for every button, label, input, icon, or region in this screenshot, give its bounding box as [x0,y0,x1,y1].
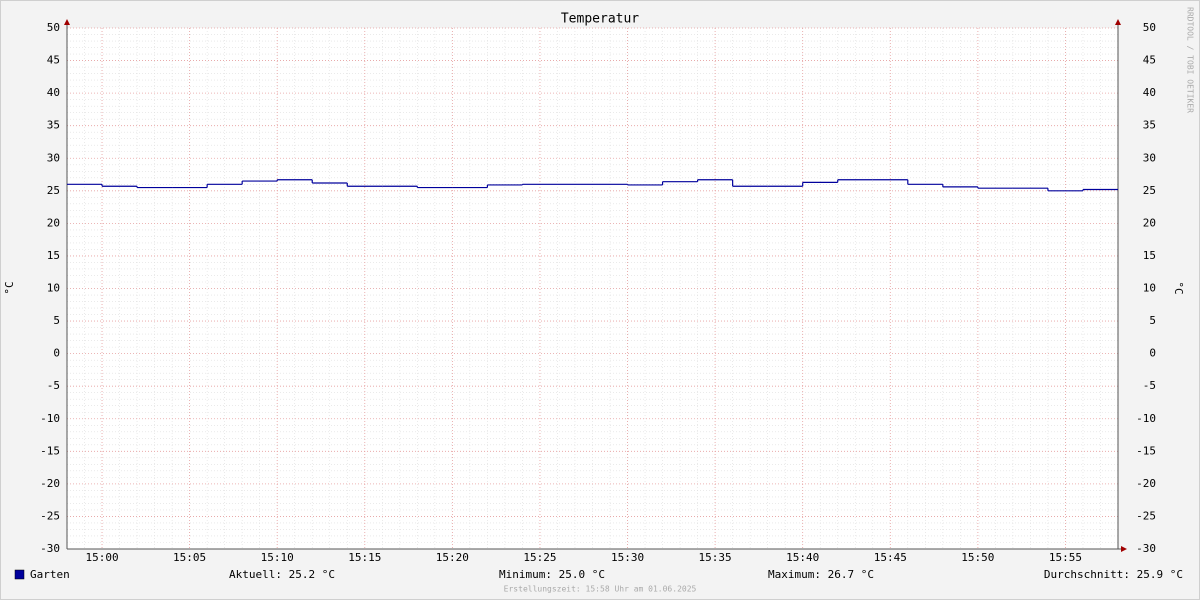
y2-tick-label: -5 [1143,379,1156,392]
y-tick-label: 50 [47,21,60,34]
axis-arrow [1121,546,1127,552]
y2-tick-label: 10 [1143,282,1156,295]
y-tick-label: -10 [40,412,60,425]
x-tick-label: 15:55 [1049,551,1082,564]
x-tick-label: 15:35 [699,551,732,564]
legend-stat: Aktuell: 25.2 °C [229,568,335,581]
y2-tick-label: 40 [1143,86,1156,99]
x-tick-label: 15:05 [173,551,206,564]
x-tick-label: 15:20 [436,551,469,564]
y2-tick-label: 20 [1143,216,1156,229]
y2-axis-label: °C [1172,281,1185,294]
y-tick-label: -25 [40,509,60,522]
y2-tick-label: -30 [1136,542,1156,555]
y-tick-label: 30 [47,151,60,164]
y-tick-label: 25 [47,184,60,197]
y-tick-label: 15 [47,249,60,262]
y2-tick-label: -25 [1136,509,1156,522]
x-tick-label: 15:15 [348,551,381,564]
y2-tick-label: 30 [1143,151,1156,164]
y2-tick-label: 25 [1143,184,1156,197]
chart-title: Temperatur [561,12,639,27]
x-tick-label: 15:50 [961,551,994,564]
x-tick-label: 15:00 [85,551,118,564]
x-tick-label: 15:25 [523,551,556,564]
footer: Erstellungszeit: 15:58 Uhr am 01.06.2025 [504,585,697,594]
axis-arrow [64,19,70,25]
y2-tick-label: 5 [1149,314,1156,327]
legend-stat: Maximum: 26.7 °C [768,568,874,581]
y2-tick-label: -10 [1136,412,1156,425]
y2-tick-label: -20 [1136,477,1156,490]
x-tick-label: 15:10 [261,551,294,564]
y2-tick-label: 0 [1149,347,1156,360]
y-tick-label: 40 [47,86,60,99]
legend-entry: Garten [30,568,70,581]
y-tick-label: 10 [47,282,60,295]
legend-swatch [14,569,25,580]
x-tick-label: 15:40 [786,551,819,564]
x-tick-label: 15:45 [874,551,907,564]
y-tick-label: -30 [40,542,60,555]
legend-stat: Minimum: 25.0 °C [499,568,605,581]
y-tick-label: 35 [47,119,60,132]
axis-arrow [1115,19,1121,25]
y-tick-label: 20 [47,216,60,229]
y-tick-label: 45 [47,54,60,67]
y2-tick-label: 35 [1143,119,1156,132]
y-tick-label: -15 [40,444,60,457]
x-tick-label: 15:30 [611,551,644,564]
y-tick-label: -5 [47,379,60,392]
y-tick-label: -20 [40,477,60,490]
watermark: RRDTOOL / TOBI OETIKER [1186,7,1195,113]
y2-tick-label: 45 [1143,54,1156,67]
y2-tick-label: -15 [1136,444,1156,457]
y-tick-label: 5 [53,314,60,327]
y-tick-label: 0 [53,347,60,360]
y2-tick-label: 15 [1143,249,1156,262]
y2-tick-label: 50 [1143,21,1156,34]
y-axis-label: °C [3,281,16,294]
legend-stat: Durchschnitt: 25.9 °C [1044,568,1183,581]
